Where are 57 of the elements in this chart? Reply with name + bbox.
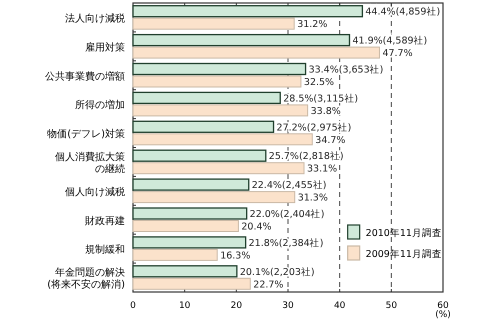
data-label: 22.0%(2,404社)	[250, 208, 324, 220]
bar	[132, 104, 308, 116]
y-tick-label: 年金問題の解決(将来不安の解消)	[47, 266, 126, 291]
data-label: 16.3%	[220, 250, 250, 262]
data-label: 31.2%	[297, 19, 328, 30]
y-tick-label: 法人向け減税	[65, 12, 125, 24]
bar	[132, 62, 306, 76]
bar	[132, 46, 380, 59]
bar	[132, 150, 266, 162]
bar	[132, 207, 248, 220]
x-tick-label: 10	[178, 301, 191, 311]
bar	[132, 133, 313, 146]
data-label: 20.4%	[241, 222, 272, 232]
data-label: 33.4%(3,653社)	[308, 64, 384, 76]
data-label: 27.2%(2,975社)	[276, 121, 352, 134]
data-label: 22.7%	[253, 279, 284, 290]
data-label: 28.5%(3,115社)	[283, 92, 358, 104]
bar	[132, 265, 238, 278]
bar	[132, 76, 302, 88]
bar	[132, 191, 296, 204]
bar	[132, 5, 364, 18]
data-label: 33.1%	[307, 164, 338, 175]
data-label: 21.8%(2,384社)	[248, 236, 324, 249]
bar	[132, 178, 250, 191]
bar	[132, 120, 274, 133]
data-label: 31.3%	[298, 192, 328, 204]
bar	[132, 278, 251, 290]
y-tick-label: 雇用対策	[85, 41, 125, 54]
y-tick-label: 個人消費拡大策の継続	[55, 150, 125, 175]
legend-label: 2009年11月調査	[366, 248, 442, 260]
data-label: 32.5%	[304, 77, 334, 88]
x-tick-label: 30	[282, 301, 294, 311]
bar	[132, 236, 246, 249]
x-tick-label: 20	[230, 301, 242, 311]
x-tick-label: 40	[334, 301, 346, 311]
bar	[132, 34, 350, 46]
y-tick-label: 公共事業費の増額	[45, 70, 125, 82]
data-label: 25.7%(2,818社)	[268, 150, 344, 162]
y-tick-label: 個人向け減税	[65, 186, 125, 198]
data-label: 47.7%	[382, 48, 413, 60]
y-tick-label: 物価(デフレ)対策	[47, 128, 125, 140]
bar	[132, 220, 239, 232]
data-label: 20.1%(2,203社)	[240, 266, 315, 278]
y-tick-label: 所得の増加	[75, 99, 125, 112]
x-axis-title: (%)	[435, 310, 451, 320]
x-tick-label: 0	[130, 301, 136, 311]
x-tick-label: 50	[386, 301, 398, 311]
bar	[132, 248, 218, 261]
x-tick-label: 60	[437, 301, 449, 311]
bar	[132, 92, 281, 104]
y-tick-label: 財政再建	[85, 214, 125, 227]
bar	[132, 18, 295, 30]
data-label: 44.4%(4,859社)	[365, 6, 440, 18]
data-label: 33.8%	[310, 106, 341, 117]
y-tick-label: 規制緩和	[85, 244, 125, 256]
bar	[132, 162, 305, 174]
legend-label: 2010年11月調査	[366, 227, 442, 239]
